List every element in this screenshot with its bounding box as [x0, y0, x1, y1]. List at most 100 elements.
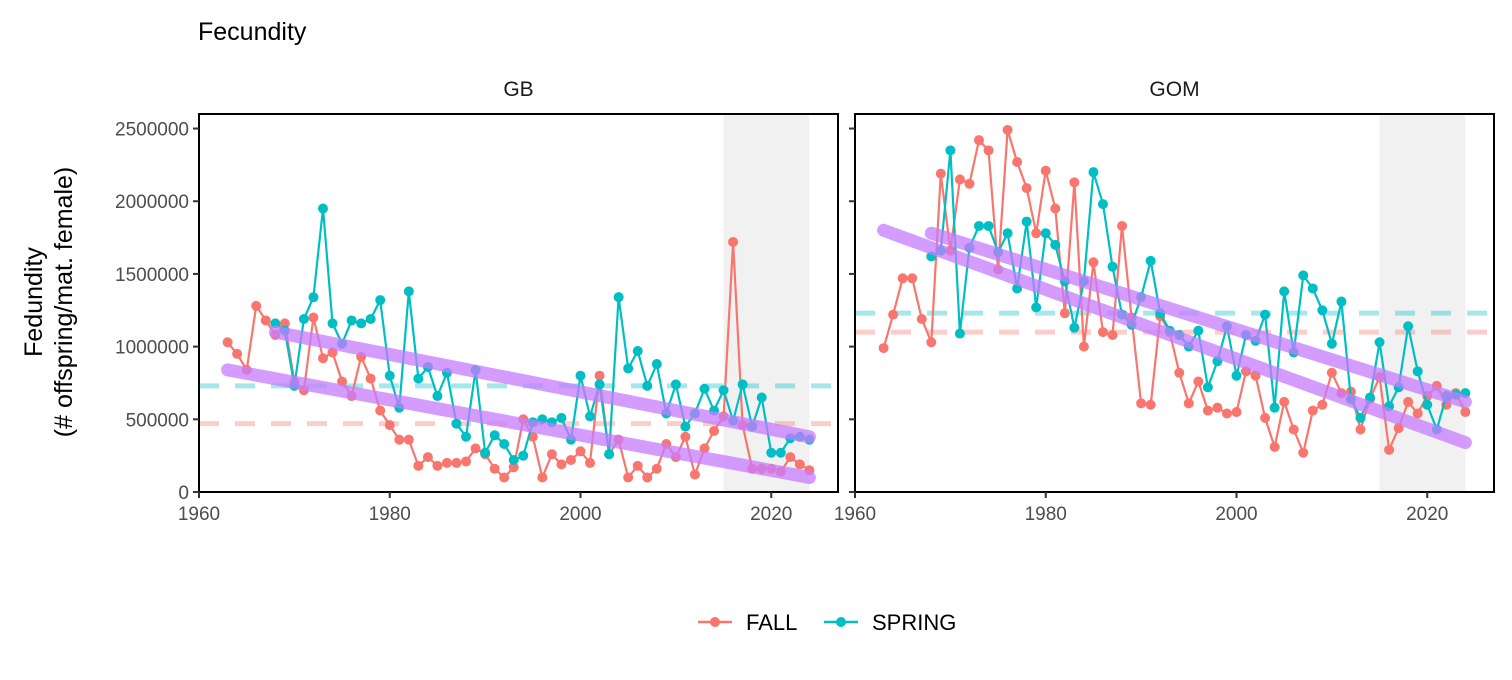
- data-point-spring: [1202, 382, 1213, 393]
- data-point-spring: [973, 220, 984, 231]
- data-point-spring: [1145, 255, 1156, 266]
- data-point-spring: [365, 313, 376, 324]
- data-point-spring: [604, 449, 615, 460]
- data-point-fall: [964, 178, 975, 189]
- data-point-spring: [1336, 296, 1347, 307]
- data-point-fall: [232, 348, 243, 359]
- data-point-fall: [1307, 405, 1318, 416]
- data-point-fall: [709, 425, 720, 436]
- data-point-fall: [1021, 183, 1032, 194]
- data-point-spring: [327, 318, 338, 329]
- chart-title: Fecundity: [198, 18, 307, 46]
- data-point-fall: [565, 455, 576, 466]
- data-point-spring: [461, 431, 472, 442]
- data-point-fall: [594, 370, 605, 381]
- data-point-spring: [1374, 337, 1385, 348]
- data-point-fall: [1050, 203, 1061, 214]
- plot-area: [855, 114, 1494, 492]
- data-point-fall: [403, 434, 414, 445]
- data-point-fall: [365, 373, 376, 384]
- data-point-fall: [222, 337, 233, 348]
- data-point-spring: [718, 385, 729, 396]
- data-point-fall: [432, 460, 443, 471]
- strip-label: GB: [503, 78, 533, 101]
- data-point-fall: [413, 460, 424, 471]
- data-point-spring: [670, 379, 681, 390]
- x-tick-label: 1960: [834, 504, 876, 525]
- data-point-spring: [1193, 325, 1204, 336]
- data-point-spring: [766, 447, 777, 458]
- legend-label: SPRING: [872, 610, 956, 635]
- data-point-spring: [413, 373, 424, 384]
- data-point-spring: [308, 292, 319, 303]
- data-point-spring: [1088, 167, 1099, 178]
- data-point-fall: [623, 472, 634, 483]
- data-point-fall: [888, 309, 899, 320]
- trend-line-spring: [924, 226, 1472, 409]
- y-tick-label: 500000: [126, 410, 189, 431]
- y-axis-label-line1: Fedundity: [20, 247, 48, 357]
- data-point-spring: [1002, 228, 1013, 239]
- data-point-fall: [422, 452, 433, 463]
- data-point-fall: [575, 446, 586, 457]
- data-point-spring: [651, 359, 662, 370]
- data-point-spring: [1107, 261, 1118, 272]
- data-point-fall: [451, 457, 462, 468]
- data-point-fall: [926, 337, 937, 348]
- data-point-fall: [1231, 407, 1242, 418]
- data-point-fall: [1097, 327, 1108, 338]
- data-point-spring: [613, 292, 624, 303]
- data-point-fall: [1355, 424, 1366, 435]
- x-tick-label: 2020: [750, 504, 792, 525]
- y-tick-label: 0: [178, 483, 189, 504]
- data-point-fall: [1403, 396, 1414, 407]
- data-point-spring: [1307, 283, 1318, 294]
- y-tick-label: 2000000: [115, 192, 189, 213]
- data-point-fall: [651, 463, 662, 474]
- data-point-spring: [270, 318, 281, 329]
- data-point-spring: [384, 370, 395, 381]
- plot-area: [199, 114, 838, 492]
- data-point-fall: [728, 236, 739, 247]
- data-point-fall: [1059, 308, 1070, 319]
- data-point-spring: [594, 379, 605, 390]
- legend-item-fall: FALL: [698, 610, 797, 635]
- data-point-fall: [1078, 341, 1089, 352]
- strip-label: GOM: [1149, 78, 1199, 101]
- data-point-fall: [1460, 407, 1471, 418]
- data-point-fall: [1298, 447, 1309, 458]
- data-point-fall: [441, 457, 452, 468]
- panel-gb: GB 1960 1980 2000 2020 0 500000 1000000 1500000 2…: [115, 78, 839, 525]
- x-tick-label: 2020: [1406, 504, 1448, 525]
- data-point-fall: [1069, 177, 1080, 188]
- data-point-fall: [279, 318, 290, 329]
- data-point-fall: [1326, 367, 1337, 378]
- trend-line-fall: [221, 363, 816, 484]
- data-point-spring: [480, 447, 491, 458]
- data-point-fall: [689, 469, 700, 480]
- x-tick-label: 1980: [1025, 504, 1067, 525]
- data-point-fall: [794, 459, 805, 470]
- data-point-fall: [470, 443, 481, 454]
- data-point-fall: [632, 460, 643, 471]
- data-point-fall: [897, 273, 908, 284]
- data-point-spring: [518, 450, 529, 461]
- data-point-spring: [983, 220, 994, 231]
- data-point-spring: [954, 328, 965, 339]
- data-point-fall: [1412, 408, 1423, 419]
- data-point-spring: [1326, 338, 1337, 349]
- y-tick-label: 1000000: [115, 338, 189, 359]
- data-point-fall: [878, 343, 889, 354]
- legend-point: [710, 617, 720, 627]
- data-point-spring: [489, 430, 500, 441]
- data-point-fall: [1088, 257, 1099, 268]
- data-point-fall: [1040, 165, 1051, 176]
- data-point-fall: [1212, 402, 1223, 413]
- data-point-fall: [1317, 399, 1328, 410]
- data-point-fall: [556, 459, 567, 470]
- data-point-spring: [1317, 305, 1328, 316]
- data-point-spring: [1031, 302, 1042, 313]
- data-point-fall: [461, 456, 472, 467]
- data-point-fall: [508, 462, 519, 473]
- data-point-fall: [1279, 396, 1290, 407]
